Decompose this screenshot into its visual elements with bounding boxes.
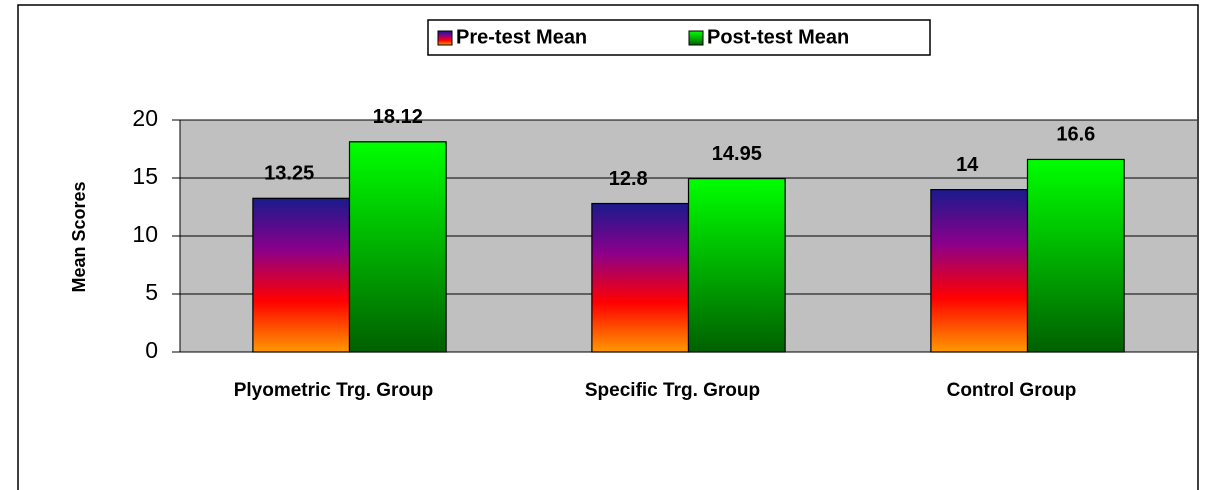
bar	[252, 197, 351, 353]
x-tick-label: Plyometric Trg. Group	[234, 380, 434, 401]
value-label: 12.8	[609, 168, 648, 190]
y-tick-label: 15	[132, 163, 158, 189]
y-tick-label: 20	[132, 105, 158, 131]
legend-label: Pre-test Mean	[456, 26, 587, 48]
y-tick-label: 0	[145, 337, 158, 363]
frame	[17, 4, 1199, 490]
y-tick-label: 5	[145, 279, 158, 305]
bar	[930, 189, 1029, 353]
value-label: 14	[956, 154, 979, 176]
y-tick-label: 10	[132, 221, 158, 247]
value-label: 16.6	[1056, 124, 1095, 146]
value-label: 18.12	[373, 106, 423, 128]
y-axis-label: Mean Scores	[69, 181, 89, 292]
value-label: 13.25	[264, 163, 314, 185]
legend-label: Post-test Mean	[707, 26, 849, 48]
bar	[591, 202, 690, 353]
bar	[1026, 158, 1125, 353]
bar	[348, 141, 447, 353]
x-tick-label: Control Group	[947, 380, 1077, 401]
bar	[687, 177, 786, 353]
value-label: 14.95	[712, 143, 762, 165]
x-tick-label: Specific Trg. Group	[585, 380, 760, 401]
legend-box	[427, 19, 931, 56]
legend-swatch	[688, 30, 704, 46]
legend-swatch	[437, 30, 453, 46]
